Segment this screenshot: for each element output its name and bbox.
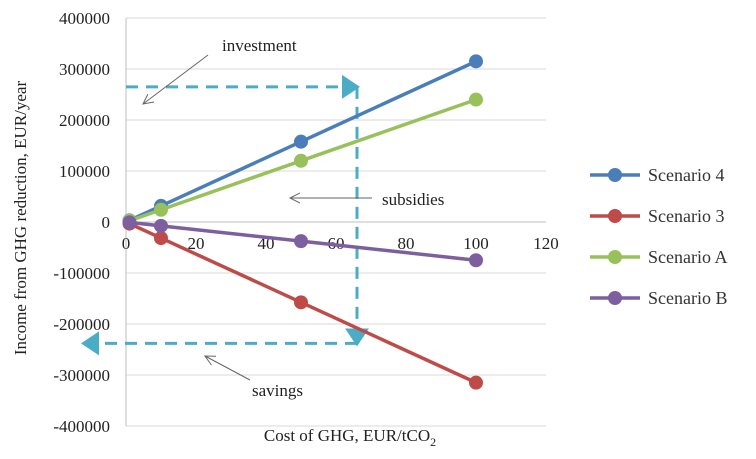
y-tick-label: 200000 [59,111,110,130]
x-tick-label: 20 [188,234,205,253]
legend-marker-scenario-3 [608,209,622,223]
data-point-scenario-b [294,234,308,249]
x-tick-label: 100 [463,234,489,253]
x-tick-label: 80 [398,234,415,253]
data-point-scenario-3 [154,231,168,246]
annotation-investment: investment [222,36,297,55]
y-tick-label: 0 [102,213,111,232]
legend-label-scenario-a: Scenario A [648,247,727,267]
data-point-scenario-a [469,92,483,107]
data-point-scenario-3 [294,295,308,310]
y-tick-label: -300000 [53,366,110,385]
y-tick-label: 100000 [59,162,110,181]
grid-lines [126,17,546,427]
y-tick-label: 400000 [59,9,110,28]
data-point-scenario-b [154,218,168,233]
data-point-scenario-b [122,215,137,230]
x-tick-label: 120 [533,234,559,253]
x-axis-title-main: Cost of GHG, EUR/tCO [264,426,430,445]
legend-label-scenario-3: Scenario 3 [648,206,724,226]
legend-label-scenario-4: Scenario 4 [648,165,724,185]
annotation-pointer [143,54,209,104]
series-group [122,54,483,390]
legend-marker-scenario-b [608,291,622,305]
legend: Scenario 4 Scenario 3 Scenario A Scenario B [590,165,727,308]
series-line-scenario-3 [128,222,477,385]
annotation-pointers [143,54,372,381]
y-axis-title: Income from GHG reduction, EUR/year [11,81,30,356]
x-axis-title: Cost of GHG, EUR/tCO2 [264,426,436,449]
data-point-scenario-4 [294,134,308,149]
annotation-savings: savings [252,381,303,400]
guide-arrows [81,74,369,356]
y-tick-label: 300000 [59,60,110,79]
y-tick-label: -200000 [53,315,110,334]
y-tick-labels: -400000 -300000 -200000 -100000 0 100000 20000… [53,9,110,436]
data-point-scenario-a [294,153,308,168]
x-axis-title-subscript: 2 [430,435,436,449]
data-point-scenario-4 [469,54,483,69]
legend-marker-scenario-a [608,250,622,264]
annotation-subsidies: subsidies [382,190,444,209]
legend-marker-scenario-4 [608,168,622,182]
legend-label-scenario-b: Scenario B [648,288,727,308]
data-point-scenario-a [154,202,168,217]
y-tick-label: -400000 [53,417,110,436]
series-line-scenario-a [128,97,477,223]
series-line-scenario-4 [128,59,477,222]
data-point-scenario-b [469,253,483,268]
axes [125,18,546,426]
annotation-pointer [205,356,251,381]
data-point-scenario-3 [469,375,483,390]
y-tick-label: -100000 [53,264,110,283]
series-line-scenario-b [129,220,477,262]
x-tick-label: 0 [122,234,131,253]
